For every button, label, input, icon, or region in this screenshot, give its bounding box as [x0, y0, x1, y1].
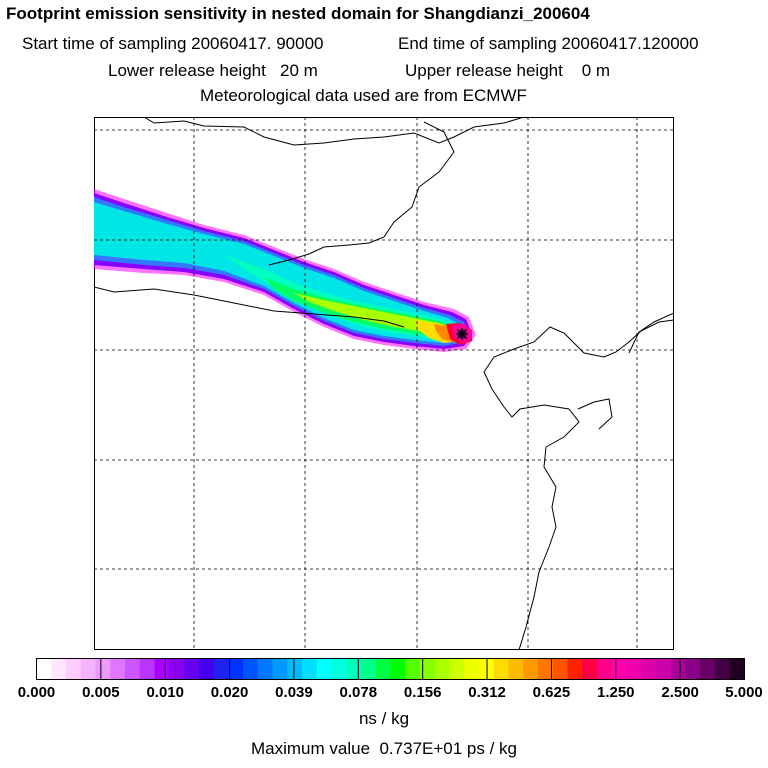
colorbar-cell — [405, 658, 421, 680]
colorbar-cell — [670, 658, 686, 680]
colorbar-tick-label: 0.005 — [82, 684, 120, 701]
colorbar-cell — [538, 658, 554, 680]
colorbar-tick-label: 0.078 — [339, 684, 378, 701]
map-panel — [94, 117, 674, 650]
colorbar-cell — [213, 658, 229, 680]
colorbar-cell — [361, 658, 377, 680]
colorbar-cell — [95, 658, 111, 680]
colorbar-cell — [685, 658, 701, 680]
colorbar-cell — [567, 658, 583, 680]
colorbar-cell — [390, 658, 406, 680]
colorbar-tick-label: 1.250 — [596, 684, 635, 701]
colorbar-cell — [523, 658, 539, 680]
coastlines — [94, 117, 674, 650]
colorbar-cell — [597, 658, 613, 680]
colorbar-cell — [80, 658, 96, 680]
colorbar-cell — [154, 658, 170, 680]
colorbar-cell — [257, 658, 273, 680]
colorbar-tick-label: 0.625 — [532, 684, 571, 701]
colorbar-cell — [169, 658, 185, 680]
colorbar-cell — [464, 658, 480, 680]
colorbar-cell — [449, 658, 465, 680]
colorbar-unit-label: ns / kg — [358, 709, 410, 728]
colorbar-cell — [434, 658, 450, 680]
colorbar-cell — [198, 658, 214, 680]
max-value-label: Maximum value 0.737E+01 ps / kg — [251, 739, 517, 758]
colorbar-cell — [375, 658, 391, 680]
colorbar — [36, 658, 745, 680]
map-frame — [94, 117, 674, 650]
colorbar-cell — [331, 658, 347, 680]
colorbar-cell — [302, 658, 318, 680]
colorbar-cell — [272, 658, 288, 680]
colorbar-tick-label: 5.000 — [725, 684, 763, 701]
plume-yellowgreen — [294, 293, 454, 333]
colorbar-cell — [582, 658, 598, 680]
lat-lon-grid — [94, 117, 674, 650]
upper-release-label: Upper release height 0 m — [405, 61, 611, 80]
colorbar-tick-label: 0.020 — [210, 684, 249, 701]
colorbar-tick-label: 0.010 — [146, 684, 184, 701]
colorbar-cell — [656, 658, 672, 680]
colorbar-cell — [228, 658, 244, 680]
colorbar-cell — [420, 658, 436, 680]
end-time-label: End time of sampling 20060417.120000 — [398, 34, 699, 53]
colorbar-cell — [715, 658, 731, 680]
colorbar-tick-label: 0.156 — [403, 684, 442, 701]
map-title: Footprint emission sensitivity in nested… — [6, 4, 590, 23]
lower-release-label: Lower release height 20 m — [108, 61, 318, 80]
receptor-star-marker — [456, 328, 468, 340]
colorbar-cell — [700, 658, 716, 680]
colorbar-cell — [641, 658, 657, 680]
colorbar-cell — [316, 658, 332, 680]
colorbar-cell — [66, 658, 82, 680]
colorbar-tick-label: 2.500 — [661, 684, 699, 701]
colorbar-cell — [36, 658, 52, 680]
colorbar-cell — [729, 658, 745, 680]
plume — [94, 189, 476, 352]
start-time-label: Start time of sampling 20060417. 90000 — [22, 34, 324, 53]
colorbar-cell — [611, 658, 627, 680]
colorbar-cell — [184, 658, 200, 680]
colorbar-cell — [346, 658, 362, 680]
colorbar-cell — [110, 658, 126, 680]
colorbar-cell — [243, 658, 259, 680]
colorbar-cell — [287, 658, 303, 680]
colorbar-cell — [125, 658, 141, 680]
colorbar-cell — [493, 658, 509, 680]
colorbar-tick-label: 0.039 — [275, 684, 313, 701]
colorbar-tick-label: 0.312 — [468, 684, 506, 701]
colorbar-cell — [139, 658, 155, 680]
met-data-label: Meteorological data used are from ECMWF — [200, 86, 527, 105]
colorbar-cell — [552, 658, 568, 680]
colorbar-tick-label: 0.000 — [17, 684, 56, 701]
colorbar-cell — [51, 658, 67, 680]
colorbar-cell — [626, 658, 642, 680]
colorbar-cell — [508, 658, 524, 680]
